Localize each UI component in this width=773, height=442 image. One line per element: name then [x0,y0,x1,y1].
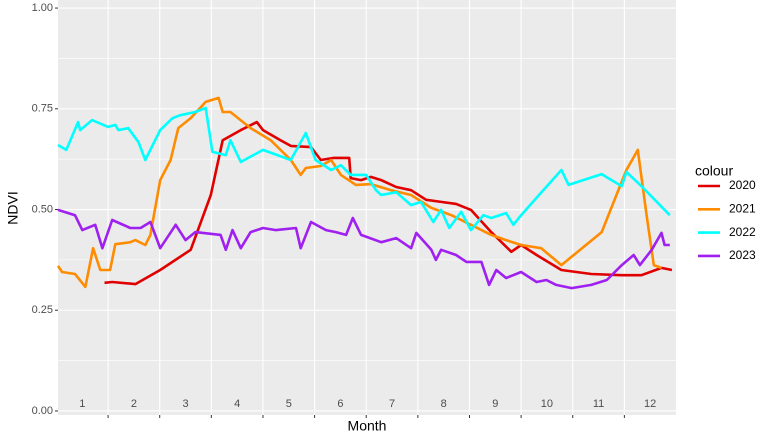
legend-label: 2020 [729,178,756,192]
x-tick-label: 9 [492,398,498,410]
x-axis-label: Month [348,418,387,434]
panel [58,0,676,415]
y-tick-label: 1.00 [32,2,53,14]
x-tick-label: 4 [234,398,240,410]
data-line [57,106,671,232]
x-tick-label: 8 [441,398,447,410]
x-tick-label: 10 [541,398,553,410]
x-tick-label: 5 [286,398,292,410]
y-axis-label: NDVI [5,191,21,224]
legend-label: 2023 [729,248,756,262]
y-tick-label: 0.50 [32,203,53,215]
legend-title: colour [695,163,733,179]
x-tick-label: 3 [182,398,188,410]
data-line [56,96,662,289]
x-tick-label: 7 [389,398,395,410]
x-tick-label: 12 [644,398,656,410]
x-tick-label: 2 [131,398,137,410]
data-line [104,120,673,286]
x-tick-label: 6 [337,398,343,410]
y-tick-label: 0.25 [32,304,53,316]
legend-label: 2022 [729,225,756,239]
y-tick-label: 0.75 [32,103,53,115]
legend-label: 2021 [729,201,756,215]
data-line [57,208,670,290]
x-tick-label: 11 [593,398,604,410]
y-tick-label: 0.00 [32,405,53,417]
x-tick-label: 1 [79,398,85,410]
